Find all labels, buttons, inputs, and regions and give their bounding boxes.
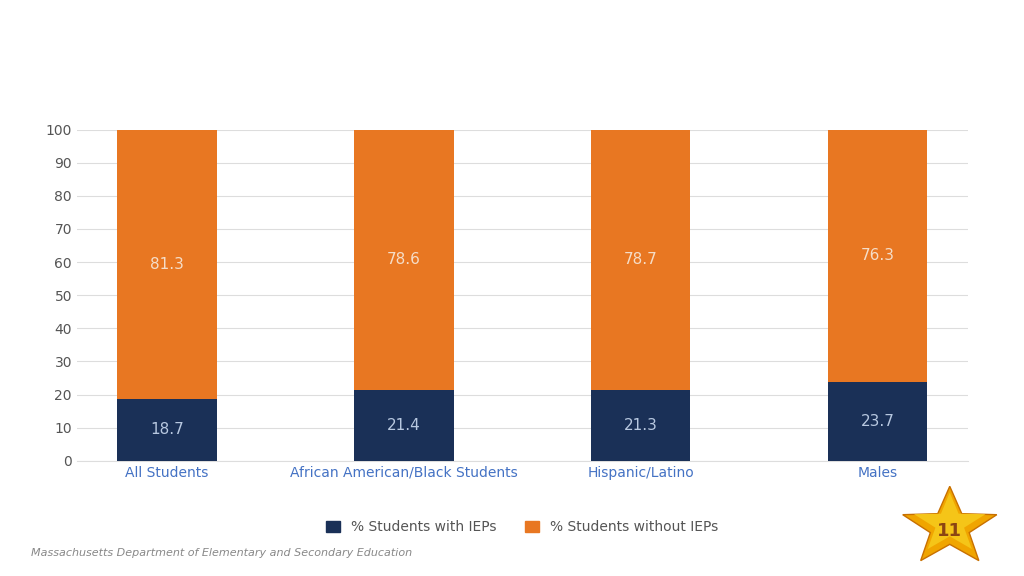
Text: 81.3: 81.3 (151, 257, 184, 272)
Bar (354, 390, 454, 461)
Polygon shape (903, 486, 996, 560)
Bar (118, 399, 217, 461)
Text: 78.7: 78.7 (624, 252, 657, 267)
Bar (827, 130, 927, 382)
Text: 21.3: 21.3 (624, 418, 657, 433)
Bar (591, 391, 690, 461)
Legend: % Students with IEPs, % Students without IEPs: % Students with IEPs, % Students without… (321, 515, 724, 540)
Text: Massachusetts Department of Elementary and Secondary Education: Massachusetts Department of Elementary a… (31, 548, 412, 558)
Polygon shape (914, 492, 985, 549)
Text: Identification as SwIEPs by Student Group (SY 2020-21): Identification as SwIEPs by Student Grou… (26, 36, 944, 65)
Text: 76.3: 76.3 (860, 248, 894, 263)
Text: 18.7: 18.7 (151, 422, 184, 437)
Text: 11: 11 (937, 522, 963, 540)
Text: 23.7: 23.7 (860, 414, 894, 429)
Bar (354, 130, 454, 390)
Bar (118, 130, 217, 399)
Bar (827, 382, 927, 461)
Bar (591, 130, 690, 391)
Text: 78.6: 78.6 (387, 252, 421, 267)
Text: 21.4: 21.4 (387, 418, 421, 433)
